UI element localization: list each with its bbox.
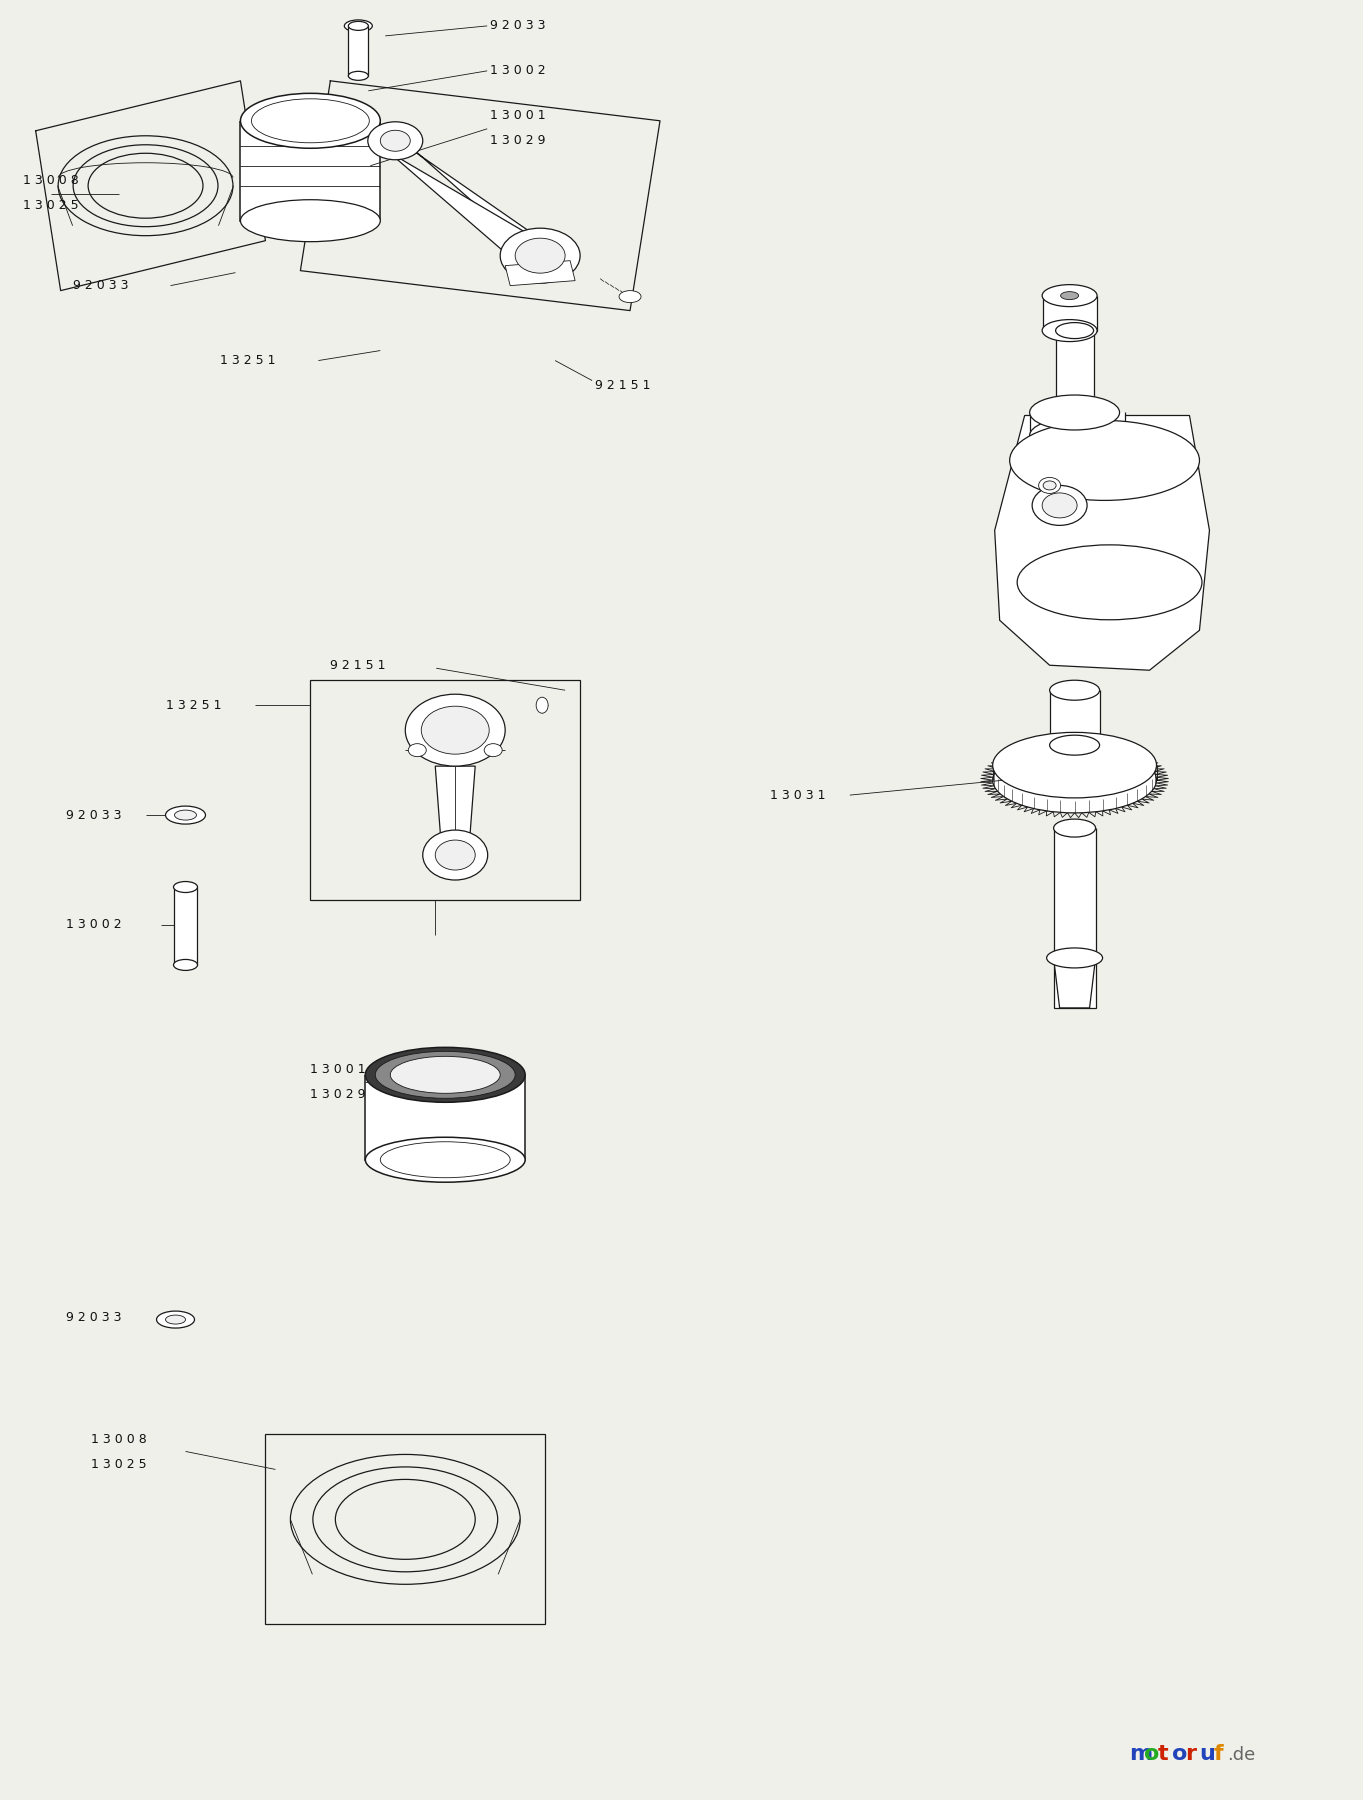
Ellipse shape: [165, 1316, 185, 1325]
Ellipse shape: [1054, 819, 1096, 837]
Ellipse shape: [1029, 394, 1119, 430]
Ellipse shape: [992, 747, 1157, 814]
Ellipse shape: [365, 1048, 525, 1102]
Text: 1 3 0 0 1: 1 3 0 0 1: [311, 1064, 367, 1076]
Text: 9 2 0 3 3: 9 2 0 3 3: [65, 1310, 121, 1325]
Text: t: t: [1157, 1744, 1168, 1764]
Ellipse shape: [423, 830, 488, 880]
Ellipse shape: [1043, 481, 1056, 490]
Text: 1 3 2 5 1: 1 3 2 5 1: [221, 355, 275, 367]
Text: 1 3 2 5 1: 1 3 2 5 1: [165, 698, 221, 711]
Ellipse shape: [240, 200, 380, 241]
Ellipse shape: [1055, 322, 1093, 338]
Text: 9 2 0 3 3: 9 2 0 3 3: [491, 20, 545, 32]
Ellipse shape: [1032, 486, 1088, 526]
Text: 1 3 0 2 9: 1 3 0 2 9: [491, 135, 545, 148]
Ellipse shape: [1017, 538, 1202, 662]
Text: u: u: [1199, 1744, 1216, 1764]
Ellipse shape: [375, 1051, 515, 1098]
Ellipse shape: [390, 1057, 500, 1093]
Ellipse shape: [349, 72, 368, 81]
Polygon shape: [506, 261, 575, 286]
Polygon shape: [240, 121, 380, 221]
Text: 1 3 0 0 1: 1 3 0 0 1: [491, 110, 545, 122]
Text: f: f: [1213, 1744, 1223, 1764]
Text: 1 3 0 2 5: 1 3 0 2 5: [90, 1458, 146, 1471]
Polygon shape: [401, 151, 560, 266]
Ellipse shape: [352, 23, 365, 29]
Ellipse shape: [345, 20, 372, 32]
Ellipse shape: [173, 882, 198, 893]
Text: 1 3 0 0 2: 1 3 0 0 2: [65, 918, 121, 931]
Ellipse shape: [368, 122, 423, 160]
Text: 1 3 0 0 2: 1 3 0 0 2: [491, 65, 545, 77]
Ellipse shape: [409, 743, 427, 756]
Ellipse shape: [1043, 320, 1097, 342]
Ellipse shape: [619, 290, 641, 302]
Ellipse shape: [1050, 734, 1100, 756]
Polygon shape: [1050, 689, 1100, 745]
Text: 9 2 1 5 1: 9 2 1 5 1: [330, 659, 386, 671]
Polygon shape: [373, 139, 560, 266]
Ellipse shape: [251, 99, 369, 142]
Ellipse shape: [405, 695, 506, 767]
Ellipse shape: [1029, 418, 1119, 454]
Ellipse shape: [435, 841, 476, 869]
Ellipse shape: [1043, 493, 1077, 518]
Ellipse shape: [240, 94, 380, 148]
Text: o: o: [1172, 1744, 1187, 1764]
Ellipse shape: [1060, 292, 1078, 299]
Text: 1 3 0 2 9: 1 3 0 2 9: [311, 1089, 365, 1102]
Bar: [349, 25, 368, 76]
Polygon shape: [365, 1075, 525, 1159]
Ellipse shape: [484, 743, 502, 756]
Ellipse shape: [157, 1310, 195, 1328]
Text: 9 2 0 3 3: 9 2 0 3 3: [72, 279, 128, 292]
Ellipse shape: [1010, 416, 1199, 545]
Polygon shape: [995, 416, 1209, 670]
Polygon shape: [1054, 958, 1096, 1008]
Bar: [173, 887, 198, 965]
Ellipse shape: [515, 238, 566, 274]
Ellipse shape: [365, 1138, 525, 1183]
Bar: [311, 680, 581, 900]
Polygon shape: [1043, 295, 1097, 331]
Polygon shape: [435, 767, 476, 844]
Ellipse shape: [1047, 949, 1103, 968]
Text: 1 3 0 0 8: 1 3 0 0 8: [23, 175, 79, 187]
Text: .de: .de: [1228, 1746, 1255, 1764]
Text: 1 3 0 2 5: 1 3 0 2 5: [23, 200, 78, 212]
Ellipse shape: [1017, 545, 1202, 619]
Text: 9 2 1 5 1: 9 2 1 5 1: [596, 380, 650, 392]
Polygon shape: [1029, 412, 1124, 436]
Polygon shape: [1054, 828, 1096, 1008]
Ellipse shape: [1043, 284, 1097, 306]
Ellipse shape: [1010, 421, 1199, 500]
Ellipse shape: [1039, 477, 1060, 493]
Ellipse shape: [421, 706, 489, 754]
Ellipse shape: [1055, 403, 1093, 418]
Ellipse shape: [349, 22, 368, 31]
Text: 9 2 0 3 3: 9 2 0 3 3: [65, 808, 121, 821]
Text: 1 3 0 0 8: 1 3 0 0 8: [90, 1433, 146, 1445]
Ellipse shape: [500, 229, 581, 283]
Text: o: o: [1144, 1744, 1159, 1764]
Ellipse shape: [380, 130, 410, 151]
Ellipse shape: [992, 733, 1157, 797]
Ellipse shape: [536, 697, 548, 713]
Text: 1 3 0 3 1: 1 3 0 3 1: [770, 788, 826, 801]
Text: r: r: [1186, 1744, 1197, 1764]
Ellipse shape: [173, 959, 198, 970]
Ellipse shape: [1050, 680, 1100, 700]
Ellipse shape: [165, 806, 206, 824]
Polygon shape: [1055, 331, 1093, 410]
Ellipse shape: [174, 810, 196, 821]
Text: m: m: [1130, 1744, 1153, 1764]
Bar: [266, 1435, 545, 1624]
